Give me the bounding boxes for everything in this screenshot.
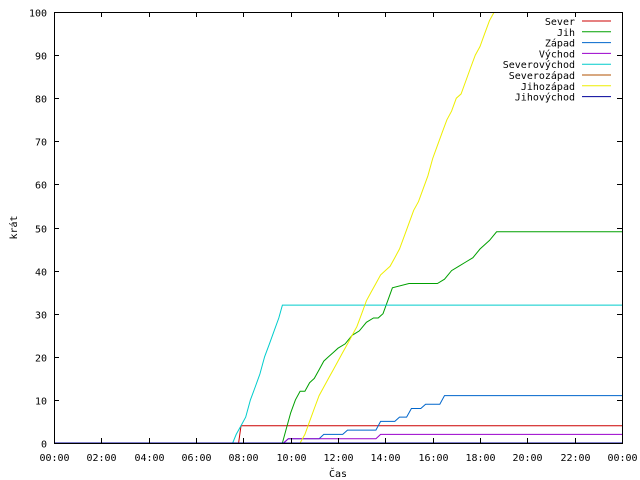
series-line-4: [54, 433, 622, 443]
x-tick-label: 00:00: [607, 453, 637, 464]
x-axis: 00:00 02:00 04:00 06:00 08:00 10:00 12:00 14:00…: [39, 12, 638, 464]
series-line-5: [54, 304, 622, 443]
y-tick-label: 0: [41, 440, 47, 451]
y-tick-label: 80: [35, 95, 47, 106]
y-tick-label: 10: [35, 397, 47, 408]
legend-label: Sever: [545, 17, 575, 28]
legend-label: Severozápad: [509, 70, 575, 82]
legend-label: Západ: [545, 38, 575, 50]
y-tick-label: 60: [35, 181, 47, 192]
series-line-3: [54, 395, 622, 443]
legend: SeverJihZápadVýchodSeverovýchodSeverozáp…: [503, 17, 611, 104]
x-tick-label: 14:00: [370, 453, 400, 464]
x-tick-label: 20:00: [512, 453, 542, 464]
legend-label: Východ: [539, 48, 575, 60]
y-tick-label: 20: [35, 354, 47, 365]
series-line-7: [54, 12, 495, 443]
x-tick-label: 06:00: [181, 453, 211, 464]
series-layer: [54, 12, 622, 443]
x-tick-label: 08:00: [228, 453, 258, 464]
y-tick-label: 90: [35, 52, 47, 63]
x-tick-label: 04:00: [134, 453, 164, 464]
legend-label: Jihozápad: [521, 81, 575, 93]
legend-label: Severovýchod: [503, 59, 575, 71]
legend-label: Jih: [557, 28, 575, 39]
y-axis: 0 10 20 30 40 50 60 70 80 90 100: [29, 9, 622, 451]
y-tick-label: 100: [29, 9, 47, 20]
y-tick-label: 50: [35, 225, 47, 236]
x-tick-label: 00:00: [39, 453, 69, 464]
y-tick-label: 30: [35, 311, 47, 322]
legend-label: Jihovýchod: [515, 92, 575, 104]
series-line-2: [54, 231, 622, 443]
series-group: [54, 12, 622, 443]
x-tick-label: 02:00: [86, 453, 116, 464]
y-axis-label: krát: [8, 215, 20, 239]
x-tick-label: 18:00: [465, 453, 495, 464]
x-axis-label: Čas: [329, 467, 347, 480]
x-tick-label: 12:00: [323, 453, 353, 464]
y-tick-label: 40: [35, 268, 47, 279]
series-line-1: [54, 425, 622, 443]
y-tick-label: 70: [35, 138, 47, 149]
x-tick-label: 22:00: [560, 453, 590, 464]
x-tick-label: 10:00: [276, 453, 306, 464]
x-tick-label: 16:00: [418, 453, 448, 464]
